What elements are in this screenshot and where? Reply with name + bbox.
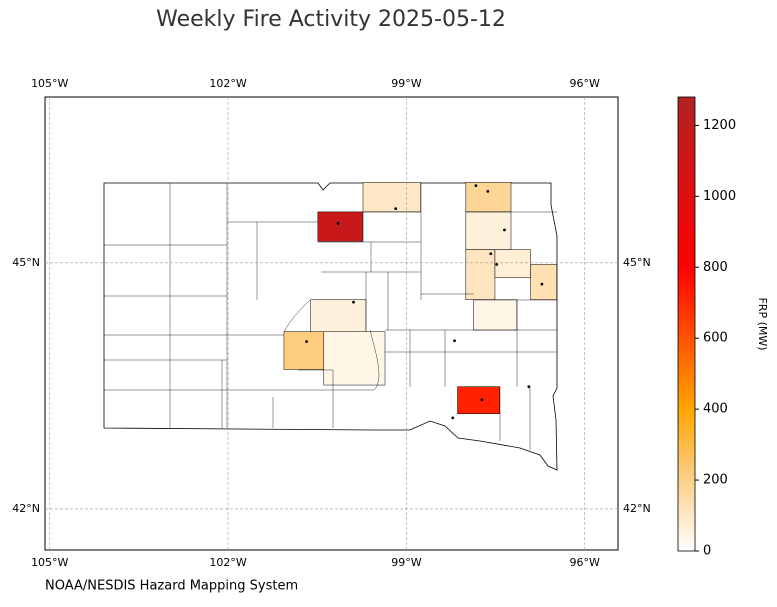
fire-point [451, 416, 455, 420]
fire-point [336, 221, 340, 225]
county-fill [465, 182, 512, 213]
fire-point [527, 385, 531, 389]
colorbar-tick-label: 600 [703, 331, 728, 346]
fire-point [305, 340, 308, 343]
map [103, 182, 558, 471]
y-tick-label: 45°N [12, 256, 40, 269]
county-fill [473, 299, 518, 331]
county-fill [457, 386, 500, 415]
fire-point [540, 282, 544, 286]
chart-title: Weekly Fire Activity 2025-05-12 [156, 7, 506, 32]
fire-point [453, 339, 456, 343]
county-fill [362, 182, 421, 213]
fire-point [394, 207, 398, 211]
colorbar-tick-label: 1000 [703, 189, 736, 204]
colorbar-tick-label: 0 [703, 544, 711, 559]
plot-frame [44, 96, 619, 551]
colorbar [677, 96, 696, 552]
county-fill [465, 249, 496, 300]
fire-point [495, 263, 499, 266]
y-tick-label: 42°N [623, 502, 651, 515]
county-fill [317, 211, 364, 242]
y-tick-label: 45°N [623, 256, 651, 269]
x-tick-label: 99°W [391, 77, 421, 90]
fire-point [489, 252, 493, 256]
colorbar-label: FRP (MW) [756, 297, 769, 350]
county-fill [494, 249, 531, 278]
county-fill [530, 264, 558, 300]
fire-point [352, 300, 355, 304]
colorbar-tick-label: 400 [703, 402, 728, 417]
x-tick-label: 99°W [391, 556, 421, 569]
colorbar-tick-label: 200 [703, 473, 728, 488]
colorbar-tick-label: 1200 [703, 118, 736, 133]
fire-point [474, 184, 478, 188]
fire-point [486, 189, 490, 193]
x-tick-label: 96°W [570, 556, 600, 569]
colorbar-tick-label: 800 [703, 260, 728, 275]
county-fill [323, 331, 386, 386]
y-tick-label: 42°N [12, 502, 40, 515]
fire-point [480, 398, 484, 402]
county-fill [283, 331, 325, 370]
fire-point [503, 228, 506, 232]
county-lines [104, 183, 557, 450]
x-tick-label: 96°W [570, 77, 600, 90]
source: NOAA/NESDIS Hazard Mapping System [45, 579, 298, 594]
x-tick-label: 105°W [31, 77, 68, 90]
x-tick-label: 102°W [209, 556, 246, 569]
x-tick-label: 105°W [31, 556, 68, 569]
x-tick-label: 102°W [209, 77, 246, 90]
